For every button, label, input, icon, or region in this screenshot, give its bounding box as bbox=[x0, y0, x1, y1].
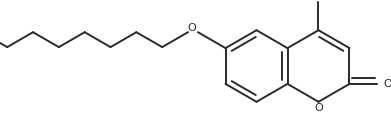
Text: O: O bbox=[383, 79, 391, 89]
Text: O: O bbox=[314, 103, 323, 113]
Text: O: O bbox=[188, 23, 196, 33]
